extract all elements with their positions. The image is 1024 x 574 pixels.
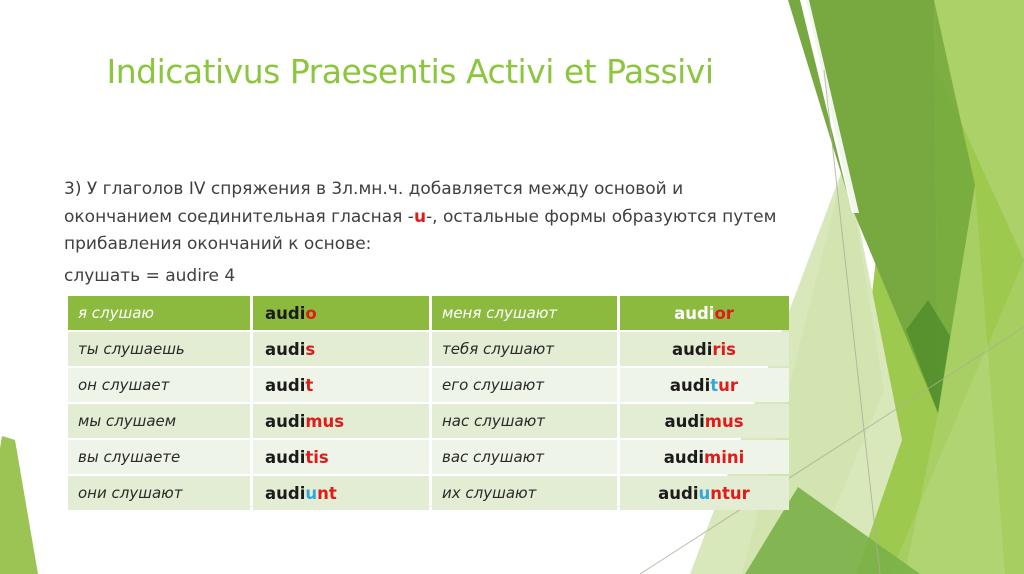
- latin-segment: tis: [305, 447, 329, 467]
- latin-segment: audi: [265, 483, 306, 503]
- latin-segment: audi: [265, 339, 306, 359]
- latin-segment: t: [710, 375, 719, 395]
- russian-cell: он слушает: [68, 368, 250, 402]
- latin-segment: audi: [265, 411, 306, 431]
- latin-segment: or: [714, 303, 734, 323]
- decor-dark-kite: [934, 0, 975, 413]
- russian-cell: их слушают: [432, 476, 617, 510]
- latin-cell: auditur: [620, 368, 789, 402]
- decor-white-slash: [801, 0, 859, 213]
- latin-cell: audimus: [620, 404, 789, 438]
- latin-segment: audi: [265, 303, 306, 323]
- latin-segment: mini: [704, 447, 745, 467]
- latin-cell: audimus: [253, 404, 429, 438]
- latin-segment: audi: [674, 303, 715, 323]
- latin-segment: audi: [663, 447, 705, 467]
- stem-line: слушать = audire 4: [64, 266, 236, 286]
- decor-right-facet: [905, 185, 1005, 574]
- russian-cell: нас слушают: [432, 404, 617, 438]
- table-underline: [75, 506, 763, 507]
- paragraph-text: 3) У глаголов IV спряжения в 3л.мн.ч. до…: [64, 179, 684, 199]
- paragraph-text: прибавления окончаний к основе:: [64, 234, 372, 254]
- latin-segment: u: [698, 483, 711, 503]
- latin-cell: audiris: [620, 332, 789, 366]
- table-row: вы слушаете auditis вас слушают audimini: [68, 440, 789, 474]
- paragraph-text: -, остальные формы образуются путем: [426, 206, 777, 227]
- latin-segment: ntur: [710, 483, 750, 503]
- decor-dark-wedge: [806, 0, 938, 413]
- page-title: Indicativus Praesentis Activi et Passivi: [106, 52, 714, 91]
- paragraph-text: окончанием соединительная гласная -: [64, 206, 414, 227]
- latin-cell: audiunt: [253, 476, 429, 510]
- table-row: он слушает audit его слушают auditur: [68, 368, 789, 402]
- latin-segment: s: [305, 339, 316, 359]
- latin-segment: mus: [704, 411, 744, 431]
- decor-bottom-left-accent: [0, 436, 38, 574]
- decor-thin-line-diagonal: [639, 326, 1024, 574]
- latin-segment: audi: [265, 375, 306, 395]
- latin-cell: audior: [620, 296, 789, 330]
- latin-segment: nt: [317, 483, 337, 503]
- latin-segment: mus: [305, 411, 345, 431]
- latin-segment: audi: [664, 411, 705, 431]
- russian-cell: вы слушаете: [68, 440, 250, 474]
- russian-cell: мы слушаем: [68, 404, 250, 438]
- intro-paragraph: 3) У глаголов IV спряжения в 3л.мн.ч. до…: [64, 176, 804, 259]
- russian-cell: они слушают: [68, 476, 250, 510]
- latin-segment: ris: [712, 339, 736, 359]
- conjugation-table: я слушаю audio меня слушают audior ты слуша…: [65, 294, 792, 512]
- table-body: ты слушаешь audis тебя слушают audiris он сл…: [68, 332, 789, 510]
- russian-cell: вас слушают: [432, 440, 617, 474]
- latin-segment: u: [305, 483, 318, 503]
- table-header: я слушаю audio меня слушают audior: [68, 296, 789, 330]
- latin-segment: ur: [718, 375, 739, 395]
- latin-segment: o: [305, 303, 317, 323]
- paragraph-highlight: u: [413, 206, 427, 227]
- latin-segment: t: [305, 375, 314, 395]
- russian-cell: я слушаю: [68, 296, 250, 330]
- table-row: мы слушаем audimus нас слушают audimus: [68, 404, 789, 438]
- latin-cell: audit: [253, 368, 429, 402]
- latin-segment: audi: [658, 483, 699, 503]
- latin-cell: audimini: [620, 440, 789, 474]
- russian-cell: его слушают: [432, 368, 617, 402]
- latin-segment: audi: [669, 375, 711, 395]
- table-header-row: я слушаю audio меня слушают audior: [68, 296, 789, 330]
- latin-segment: audi: [672, 339, 713, 359]
- russian-cell: меня слушают: [432, 296, 617, 330]
- latin-segment: audi: [265, 447, 306, 467]
- table-row: они слушают audiunt их слушают audiuntur: [68, 476, 789, 510]
- russian-cell: тебя слушают: [432, 332, 617, 366]
- table-row: ты слушаешь audis тебя слушают audiris: [68, 332, 789, 366]
- latin-cell: auditis: [253, 440, 429, 474]
- russian-cell: ты слушаешь: [68, 332, 250, 366]
- decor-lower-highlight: [890, 260, 1024, 574]
- decor-thin-line-vertical: [823, 69, 881, 574]
- latin-cell: audis: [253, 332, 429, 366]
- decor-darkest-tip: [906, 300, 950, 413]
- latin-cell: audio: [253, 296, 429, 330]
- latin-cell: audiuntur: [620, 476, 789, 510]
